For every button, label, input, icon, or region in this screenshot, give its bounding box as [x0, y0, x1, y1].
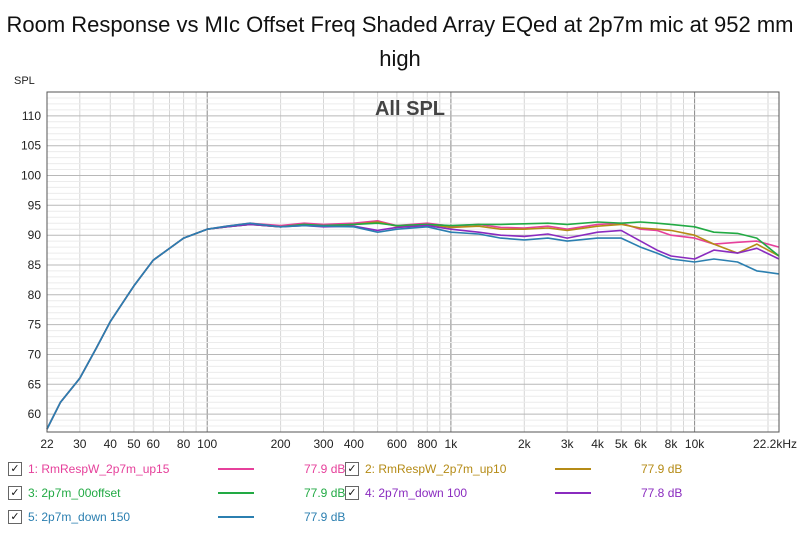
legend-level: 77.9 dB: [641, 462, 683, 476]
tick-layer: 60 65 70 75 80 85 90 95 100 105 110 22 30 40 50 60 80 100…: [21, 109, 797, 451]
plot-label: All SPL: [375, 98, 445, 120]
y-tick-label: 60: [28, 407, 42, 421]
x-tick-label: 22.2kHz: [753, 437, 797, 451]
legend-item[interactable]: ✓ 5: 2p7m_down 150 77.9 dB: [8, 508, 354, 526]
legend-swatch: [218, 492, 254, 494]
y-tick-label: 105: [21, 139, 41, 153]
legend-item[interactable]: ✓ 3: 2p7m_00offset 77.9 dB: [8, 484, 354, 502]
y-tick-label: 75: [28, 318, 42, 332]
x-tick-label: 80: [177, 437, 191, 451]
y-axis-label: SPL: [14, 75, 35, 87]
legend-swatch: [218, 516, 254, 518]
x-tick-label: 300: [313, 437, 333, 451]
legend-checkbox[interactable]: ✓: [8, 510, 22, 524]
x-tick-label: 2k: [518, 437, 532, 451]
x-tick-label: 200: [271, 437, 291, 451]
legend-level: 77.9 dB: [304, 486, 346, 500]
legend-label: 5: 2p7m_down 150: [28, 510, 131, 524]
x-tick-label: 30: [73, 437, 87, 451]
x-tick-label: 10k: [685, 437, 705, 451]
x-tick-label: 22: [40, 437, 54, 451]
legend-item[interactable]: ✓ 2: RmRespW_2p7m_up10 77.9 dB: [345, 460, 691, 478]
legend-level: 77.8 dB: [641, 486, 683, 500]
x-tick-label: 400: [344, 437, 364, 451]
legend-level: 77.9 dB: [304, 462, 346, 476]
series-line-5: [46, 222, 780, 430]
x-tick-label: 50: [127, 437, 141, 451]
x-tick-label: 800: [417, 437, 437, 451]
x-tick-label: 8k: [665, 437, 679, 451]
y-tick-label: 90: [28, 228, 42, 242]
x-tick-label: 100: [197, 437, 217, 451]
x-tick-label: 6k: [634, 437, 648, 451]
y-tick-label: 100: [21, 169, 41, 183]
y-tick-label: 80: [28, 288, 42, 302]
legend-label: 3: 2p7m_00offset: [28, 486, 121, 500]
x-tick-label: 3k: [561, 437, 575, 451]
y-tick-label: 70: [28, 348, 42, 362]
legend-label: 4: 2p7m_down 100: [365, 486, 468, 500]
legend-item[interactable]: ✓ 1: RmRespW_2p7m_up15 77.9 dB: [8, 460, 354, 478]
x-tick-label: 5k: [615, 437, 629, 451]
legend-label: 2: RmRespW_2p7m_up10: [365, 462, 507, 476]
x-tick-label: 40: [104, 437, 118, 451]
legend-swatch: [555, 492, 591, 494]
grid-layer: [47, 91, 779, 433]
legend-swatch: [218, 468, 254, 470]
y-tick-label: 110: [22, 109, 41, 123]
legend-checkbox[interactable]: ✓: [8, 486, 22, 500]
x-tick-label: 4k: [591, 437, 605, 451]
legend-checkbox[interactable]: ✓: [8, 462, 22, 476]
legend-item[interactable]: ✓ 4: 2p7m_down 100 77.8 dB: [345, 484, 691, 502]
legend-swatch: [555, 468, 591, 470]
legend-checkbox[interactable]: ✓: [345, 486, 359, 500]
x-tick-label: 1k: [445, 437, 459, 451]
x-tick-label: 600: [387, 437, 407, 451]
chart-title: Room Response vs MIc Offset Freq Shaded …: [6, 12, 794, 71]
series-layer: [46, 220, 780, 430]
y-tick-label: 85: [28, 258, 42, 272]
y-tick-label: 65: [28, 377, 42, 391]
plot-frame: [46, 91, 780, 433]
legend-label: 1: RmRespW_2p7m_up15: [28, 462, 170, 476]
y-tick-label: 95: [28, 198, 42, 212]
legend-checkbox[interactable]: ✓: [345, 462, 359, 476]
legend-level: 77.9 dB: [304, 510, 346, 524]
x-tick-label: 60: [147, 437, 161, 451]
